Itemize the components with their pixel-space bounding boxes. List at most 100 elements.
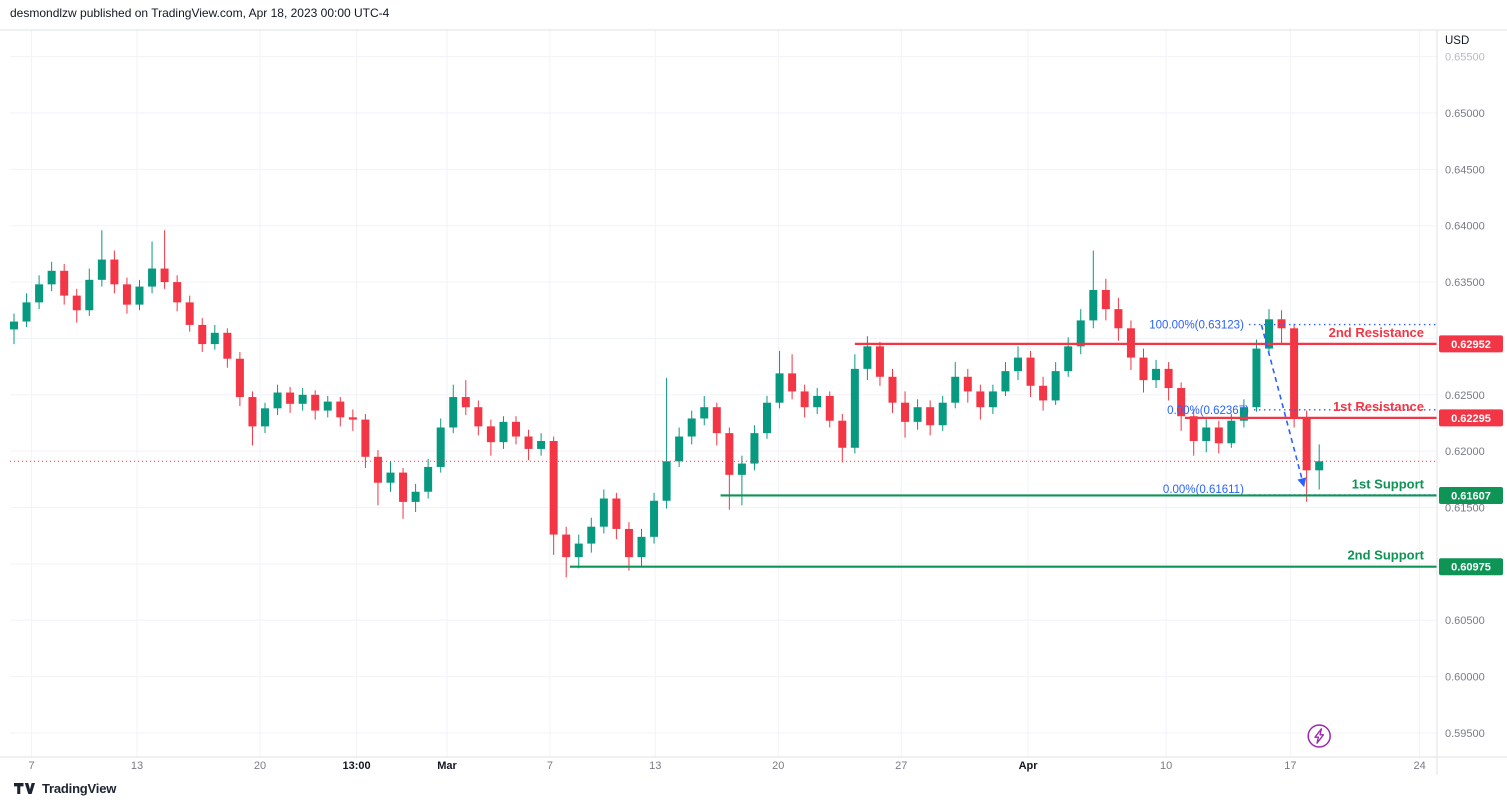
tradingview-attribution[interactable]: TradingView — [14, 781, 116, 796]
candle-body — [1114, 309, 1123, 329]
candle-body — [800, 391, 809, 408]
candle — [1315, 444, 1324, 490]
candle — [1227, 413, 1236, 448]
candle — [1164, 362, 1173, 401]
price-tick-label: 0.64000 — [1445, 221, 1485, 233]
time-axis-labels: 7 13 20 13:00 Mar 7 13 20 27 Apr 10 17 24 — [29, 760, 1426, 772]
candle-body — [173, 282, 182, 303]
candle-body — [599, 498, 608, 527]
candle — [60, 264, 69, 305]
candle — [474, 400, 483, 436]
candle — [976, 384, 985, 420]
candle-body — [135, 286, 144, 305]
candle — [273, 384, 282, 416]
price-tag-bg — [1439, 335, 1503, 353]
candle-body — [361, 419, 370, 457]
candle-body — [537, 441, 546, 449]
candle-body — [1227, 420, 1236, 444]
candle — [122, 277, 131, 314]
candle — [763, 395, 771, 439]
trend-arrow[interactable] — [1260, 324, 1307, 488]
price-tag[interactable]: 0.62952 — [1439, 335, 1503, 353]
candle — [173, 275, 182, 312]
candle-body — [1051, 371, 1060, 401]
candle — [323, 395, 332, 418]
candle — [148, 241, 157, 294]
candle — [373, 450, 382, 506]
candle — [725, 427, 734, 510]
candle-body — [662, 461, 671, 501]
candle — [386, 461, 395, 492]
candle-body — [1152, 368, 1161, 381]
price-tag-bg — [1439, 558, 1503, 576]
candle — [813, 388, 822, 414]
candle-body — [624, 528, 633, 558]
candle-body — [1277, 319, 1286, 329]
candle — [1126, 320, 1135, 371]
time-tick-label: 13 — [131, 760, 143, 772]
candle-body — [47, 270, 56, 285]
candle-body — [461, 397, 470, 408]
candle-body — [298, 394, 307, 404]
candle-body — [988, 391, 997, 408]
candle — [1239, 399, 1248, 428]
candle — [938, 395, 947, 431]
candle — [1265, 309, 1273, 355]
candle-body — [687, 418, 696, 437]
candle-body — [486, 426, 495, 443]
candle — [875, 341, 884, 386]
price-tag-bg — [1439, 486, 1503, 504]
price-tags[interactable]: 0.62952 0.62295 0.61607 0.60975 — [1439, 335, 1503, 576]
time-axis[interactable] — [0, 757, 1507, 775]
time-tick-label: Apr — [1019, 760, 1039, 772]
candle-body — [386, 472, 395, 483]
candle — [549, 436, 558, 555]
candle-body — [524, 436, 533, 449]
candle — [198, 318, 207, 352]
price-tag-text: 0.61607 — [1451, 490, 1491, 502]
time-tick-label: 10 — [1160, 760, 1172, 772]
candle-body — [1101, 289, 1110, 310]
candle — [1202, 418, 1211, 453]
candle — [1139, 348, 1148, 393]
price-tag-text: 0.62952 — [1451, 339, 1491, 351]
idea-marker[interactable] — [1307, 724, 1331, 748]
candle — [650, 492, 659, 544]
candle — [737, 455, 746, 506]
candle — [449, 384, 458, 434]
candle-body — [612, 498, 621, 529]
candle-body — [951, 376, 960, 403]
candle-body — [1177, 388, 1186, 417]
candle — [160, 230, 169, 289]
candle — [599, 489, 608, 534]
candle — [286, 386, 295, 413]
candle — [1089, 250, 1098, 329]
candle-body — [712, 407, 721, 434]
price-tick-label: 0.65500 — [1445, 52, 1485, 64]
candle-body — [1164, 368, 1173, 389]
idea-marker-circle — [1307, 724, 1331, 748]
candle-body — [399, 472, 408, 502]
candle-body — [499, 421, 508, 443]
candle-body — [512, 421, 520, 437]
sr-levels[interactable]: 2nd Resistance 1st Resistance 1st Support 2… — [569, 325, 1437, 568]
lightning-bolt-icon — [1314, 728, 1325, 744]
candle — [587, 517, 596, 553]
candle — [298, 388, 307, 411]
price-tag[interactable]: 0.62295 — [1439, 409, 1503, 427]
candle-body — [637, 536, 646, 558]
candle — [1051, 362, 1060, 405]
price-tag[interactable]: 0.60975 — [1439, 558, 1503, 576]
fib-retracement[interactable]: 100.00%(0.63123) 0.00%(0.62367) 0.00%(0.61… — [1149, 320, 1437, 496]
candle — [562, 526, 571, 578]
tradingview-logo-icon — [14, 783, 35, 794]
price-tick-label: 0.60500 — [1445, 615, 1485, 627]
candle-body — [700, 407, 709, 419]
candle-body — [549, 441, 558, 535]
price-tag[interactable]: 0.61607 — [1439, 486, 1503, 504]
fib-level-label: 100.00%(0.63123) — [1149, 320, 1244, 332]
candle — [223, 328, 232, 368]
candle-body — [1315, 461, 1324, 471]
candle-body — [223, 332, 232, 359]
